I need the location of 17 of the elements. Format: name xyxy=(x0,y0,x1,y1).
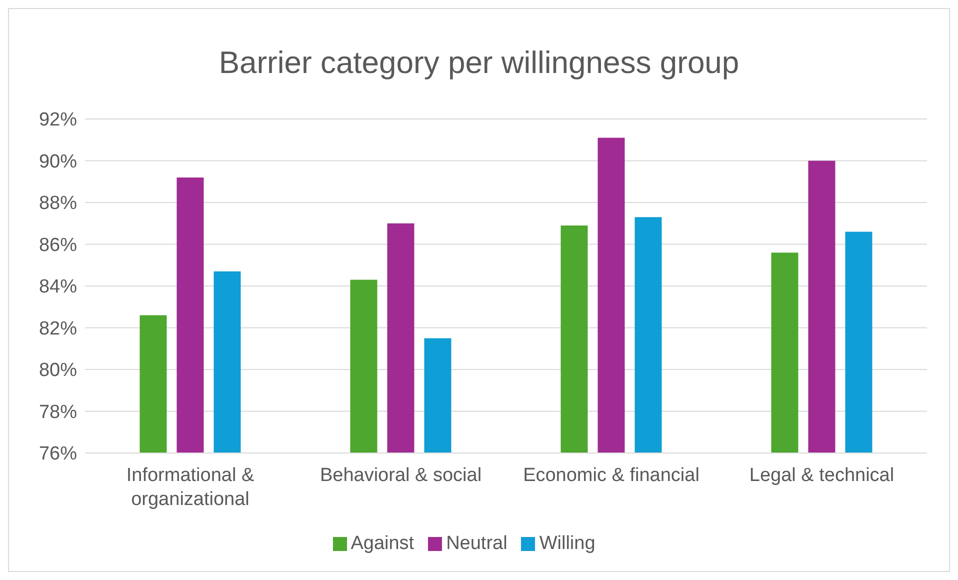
legend-label: Willing xyxy=(539,533,596,554)
x-tick-label: Behavioral & social xyxy=(320,465,482,486)
y-tick-label: 86% xyxy=(38,234,78,256)
y-tick-label: 90% xyxy=(38,151,78,172)
x-tick-label: Economic & financial xyxy=(523,465,700,486)
y-tick-label: 84% xyxy=(38,276,78,298)
y-tick-label: 88% xyxy=(38,193,78,214)
legend-label: Against xyxy=(350,533,414,554)
x-tick-label: Informational & organizational xyxy=(126,465,254,510)
y-tick-label: 80% xyxy=(38,360,78,382)
y-tick-label: 92% xyxy=(38,110,78,131)
y-tick-label: 78% xyxy=(38,402,78,423)
x-tick-label: Legal & technical xyxy=(749,465,894,486)
y-tick-label: 76% xyxy=(38,444,78,465)
chart-title: Barrier category per willingness group xyxy=(218,45,740,82)
y-tick-label: 82% xyxy=(38,318,78,340)
legend-label: Neutral xyxy=(446,533,508,554)
